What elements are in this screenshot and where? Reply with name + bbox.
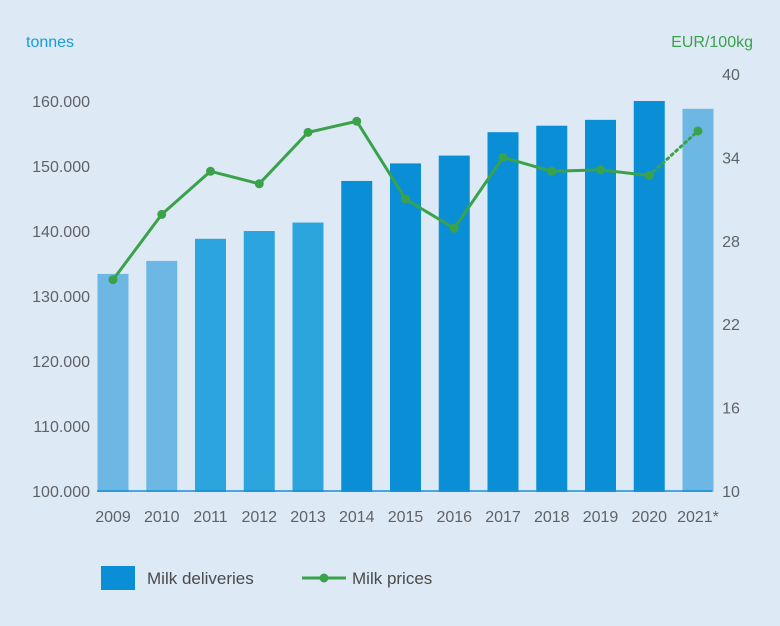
bar (243, 231, 275, 492)
bar (438, 155, 470, 492)
price-point (449, 223, 459, 233)
x-tick-label: 2011 (193, 509, 228, 526)
x-tick-label: 2009 (95, 509, 131, 526)
bar (536, 125, 568, 492)
legend-label-milk-prices: Milk prices (352, 569, 432, 588)
bar (195, 238, 226, 492)
bar (146, 260, 178, 492)
x-tick-label: 2012 (241, 509, 277, 526)
bar (292, 222, 324, 493)
x-tick-label: 2020 (631, 509, 667, 526)
right-tick-label: 40 (722, 67, 740, 84)
price-line-solid (111, 119, 650, 281)
x-axis-ticks: 2009 2010 2011 2012 2013 2014 2015 2016 2017 2018… (95, 509, 719, 526)
price-point (254, 179, 264, 189)
x-tick-label: 2016 (436, 509, 472, 526)
legend: Milk deliveries Milk prices (101, 566, 432, 590)
price-point (206, 166, 215, 176)
left-tick-label: 110.000 (33, 419, 90, 436)
price-point (693, 126, 703, 136)
price-point (644, 170, 654, 180)
right-tick-label: 16 (722, 401, 740, 418)
x-tick-label: 2013 (290, 509, 326, 526)
bar (682, 108, 714, 493)
price-point (157, 209, 167, 219)
right-tick-label: 28 (722, 234, 740, 251)
x-tick-label: 2018 (534, 509, 570, 526)
bar (487, 132, 519, 492)
legend-swatch-milk-deliveries (101, 566, 135, 590)
left-axis-unit-label: tonnes (26, 34, 74, 51)
legend-swatch-milk-prices-dot (319, 573, 329, 583)
x-tick-label: 2014 (339, 509, 375, 526)
x-tick-label: 2019 (583, 509, 619, 526)
line-series-milk-prices (108, 116, 703, 285)
right-axis-ticks: 10 16 22 28 34 40 (722, 67, 740, 501)
left-axis-ticks: 100.000 110.000 120.000 130.000 140.000 150.0… (32, 94, 90, 501)
price-point (596, 165, 605, 175)
left-tick-label: 100.000 (32, 484, 90, 501)
price-point (547, 166, 557, 176)
price-point (401, 194, 410, 204)
right-tick-label: 34 (722, 150, 740, 167)
price-line-dotted (647, 129, 700, 177)
bar (585, 119, 616, 492)
bar (97, 273, 129, 492)
price-point (498, 152, 508, 162)
legend-label-milk-deliveries: Milk deliveries (147, 569, 254, 588)
left-tick-label: 160.000 (32, 94, 90, 111)
bar (633, 101, 665, 492)
x-tick-label: 2015 (388, 509, 424, 526)
right-axis-unit-label: EUR/100kg (671, 34, 753, 51)
right-tick-label: 22 (722, 317, 740, 334)
right-tick-label: 10 (722, 484, 740, 501)
x-tick-label: 2017 (485, 509, 521, 526)
bar (390, 163, 421, 492)
price-point (108, 275, 118, 285)
left-tick-label: 130.000 (32, 289, 90, 306)
bar-series-milk-deliveries (97, 101, 714, 493)
left-tick-label: 120.000 (32, 354, 90, 371)
bar (341, 180, 373, 492)
price-point (352, 116, 362, 126)
price-point (303, 127, 313, 137)
x-tick-label: 2010 (144, 509, 180, 526)
left-tick-label: 150.000 (32, 159, 90, 176)
x-tick-label: 2021* (677, 509, 719, 526)
left-tick-label: 140.000 (32, 224, 90, 241)
